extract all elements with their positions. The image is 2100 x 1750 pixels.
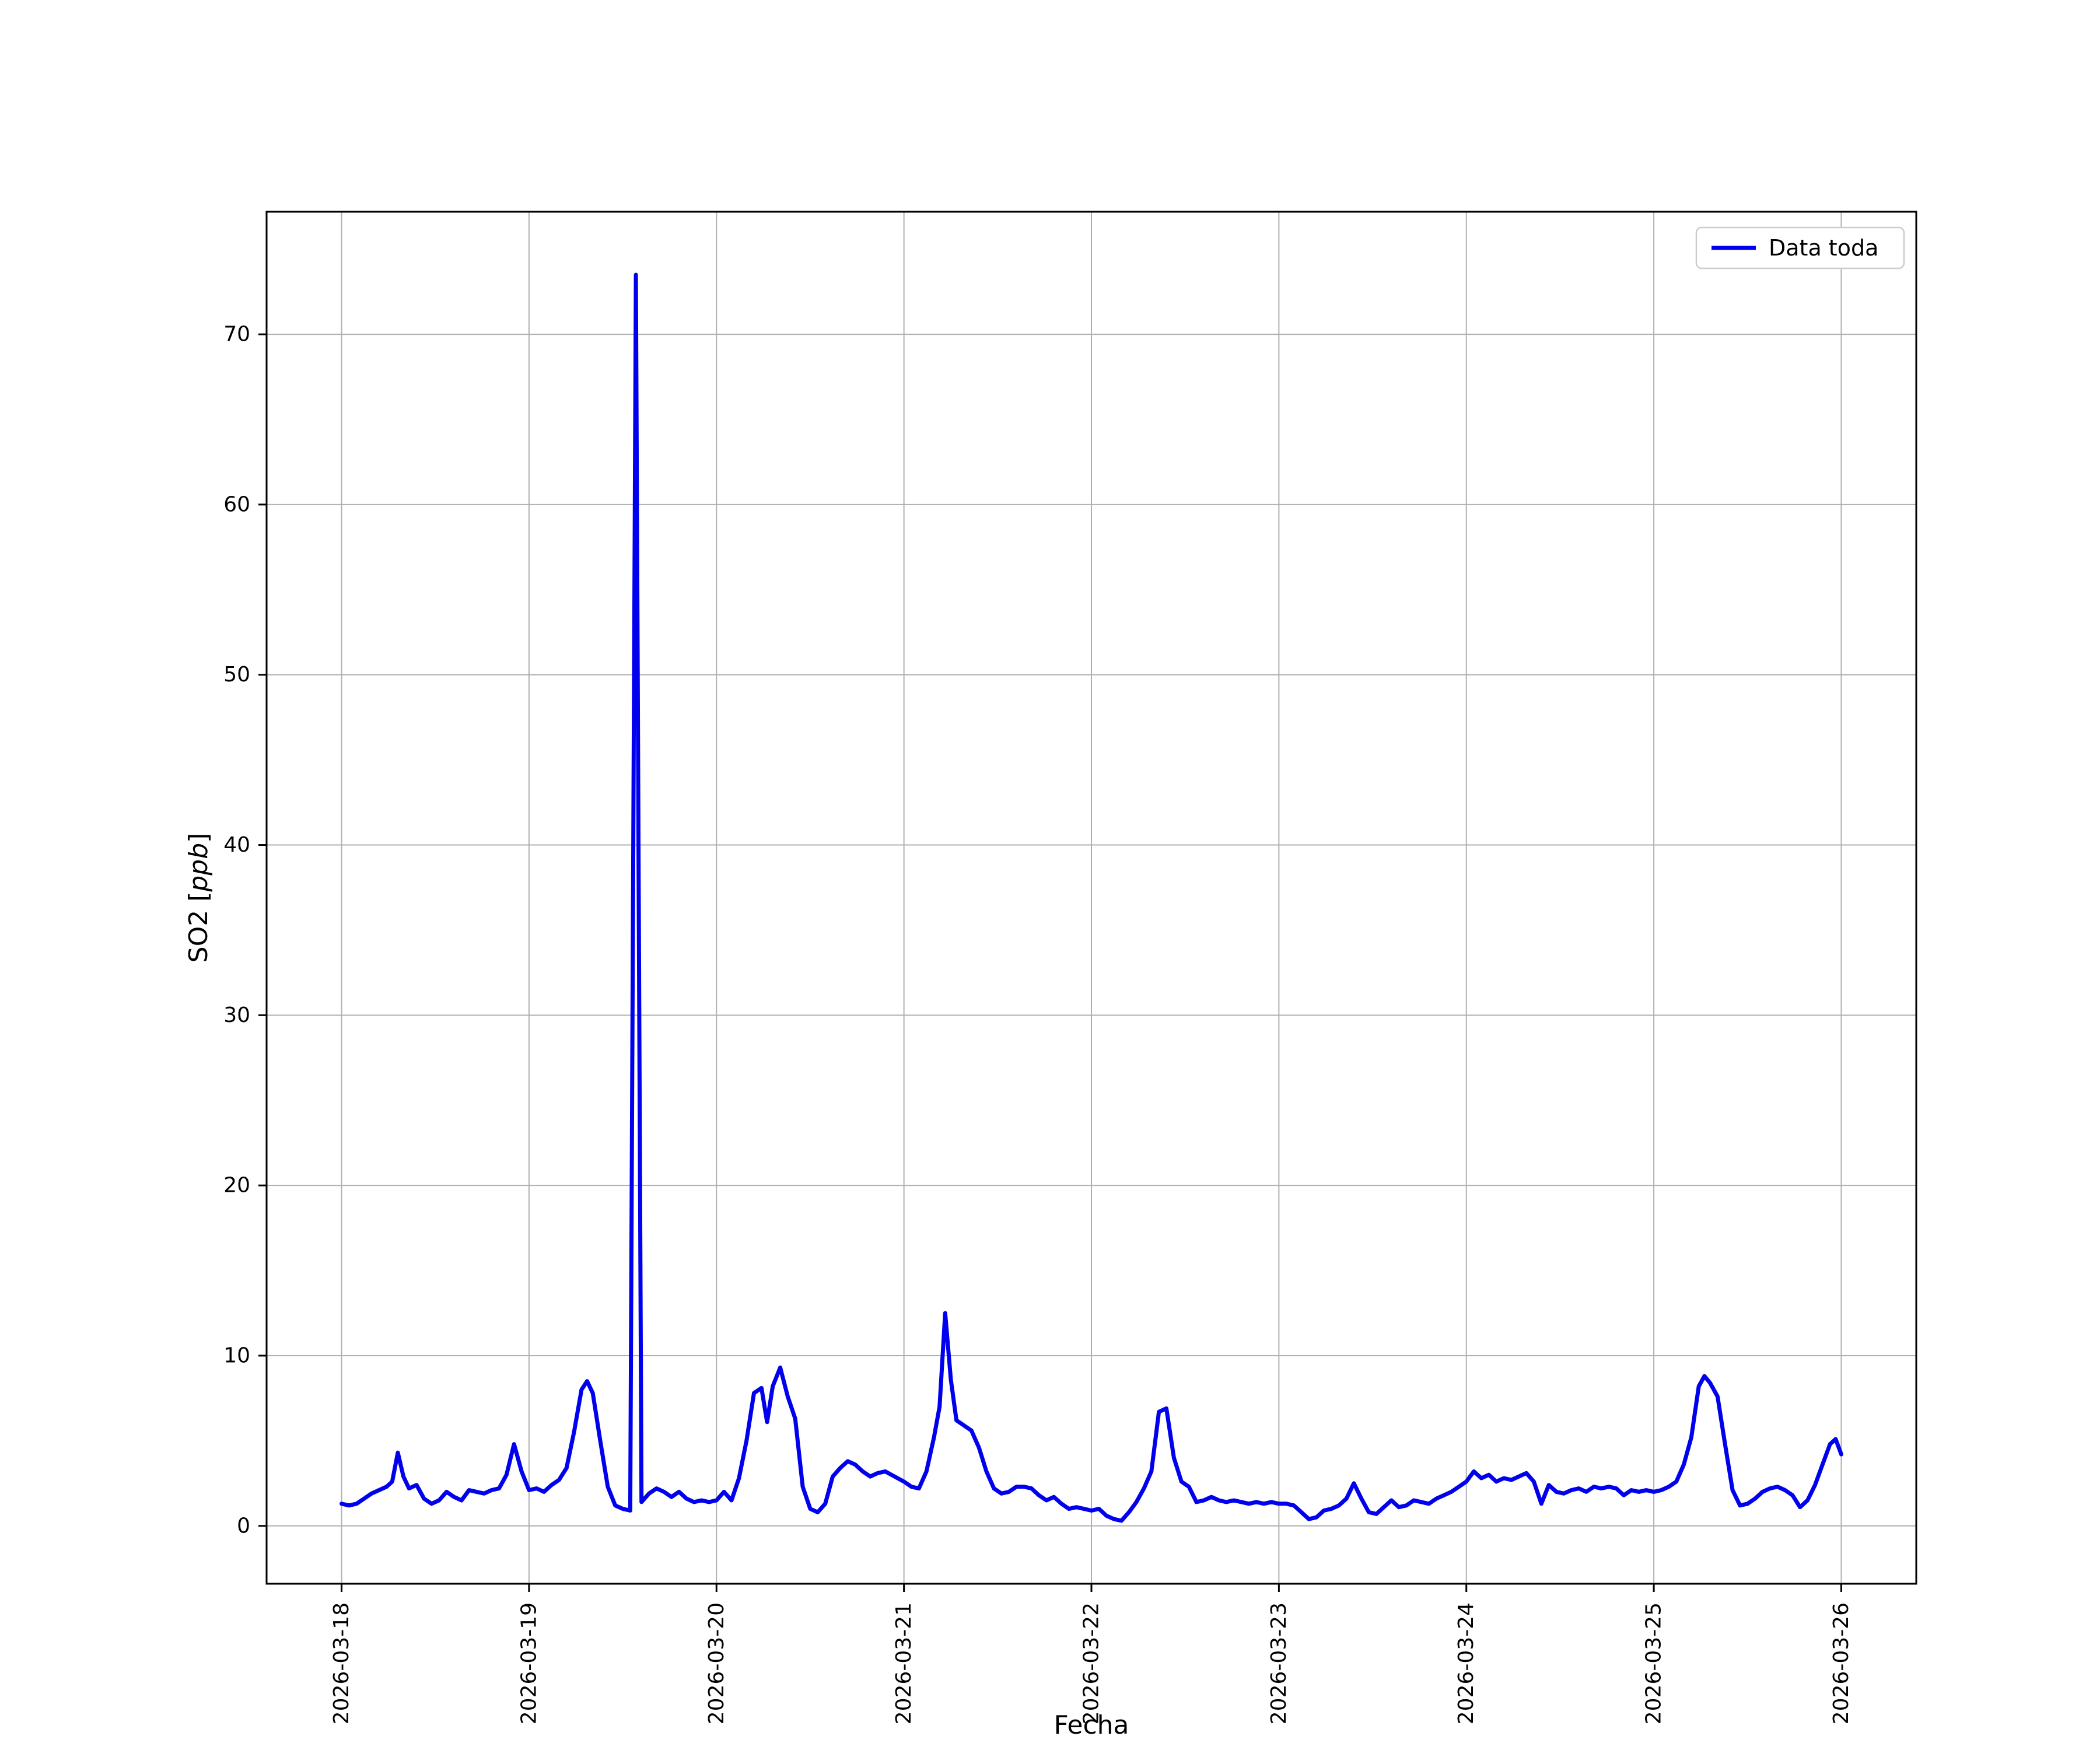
- legend: Data toda: [1695, 226, 1905, 270]
- x-tick-label: 2026-03-26: [1829, 1602, 1853, 1724]
- y-tick-label: 20: [223, 1174, 250, 1198]
- y-tick-label: 30: [223, 1003, 250, 1027]
- legend-entry-label: Data toda: [1769, 235, 1878, 261]
- y-axis-label-prefix: SO2 [: [184, 892, 214, 963]
- x-tick-label: 2026-03-20: [705, 1602, 729, 1724]
- y-tick-label: 40: [223, 833, 250, 857]
- y-tick-label: 70: [223, 323, 250, 346]
- gridlines: [267, 212, 1916, 1584]
- x-tick-label: 2026-03-22: [1080, 1602, 1104, 1724]
- x-tick-label: 2026-03-21: [892, 1602, 916, 1724]
- tick-labels: 2026-03-18 2026-03-19 2026-03-20 2026-03-21…: [223, 323, 1853, 1725]
- x-tick-label: 2026-03-25: [1642, 1602, 1666, 1724]
- x-axis-label: Fecha: [1054, 1710, 1129, 1740]
- tick-marks: [258, 333, 1842, 1592]
- y-axis-label-units: ppb: [184, 843, 214, 892]
- x-tick-label: 2026-03-23: [1267, 1602, 1291, 1724]
- y-tick-label: 60: [223, 492, 250, 516]
- series-line: [340, 272, 1843, 1523]
- x-tick-label: 2026-03-18: [330, 1602, 354, 1724]
- x-tick-label: 2026-03-19: [517, 1602, 541, 1724]
- y-axis-label: SO2 [ppb]: [184, 833, 214, 963]
- data-toda-line: [340, 272, 1843, 1523]
- y-tick-label: 0: [237, 1514, 250, 1538]
- y-tick-label: 50: [223, 663, 250, 687]
- y-tick-label: 10: [223, 1343, 250, 1367]
- legend-box: [1695, 226, 1905, 270]
- x-tick-label: 2026-03-24: [1454, 1602, 1478, 1724]
- y-axis-label-suffix: ]: [184, 833, 214, 843]
